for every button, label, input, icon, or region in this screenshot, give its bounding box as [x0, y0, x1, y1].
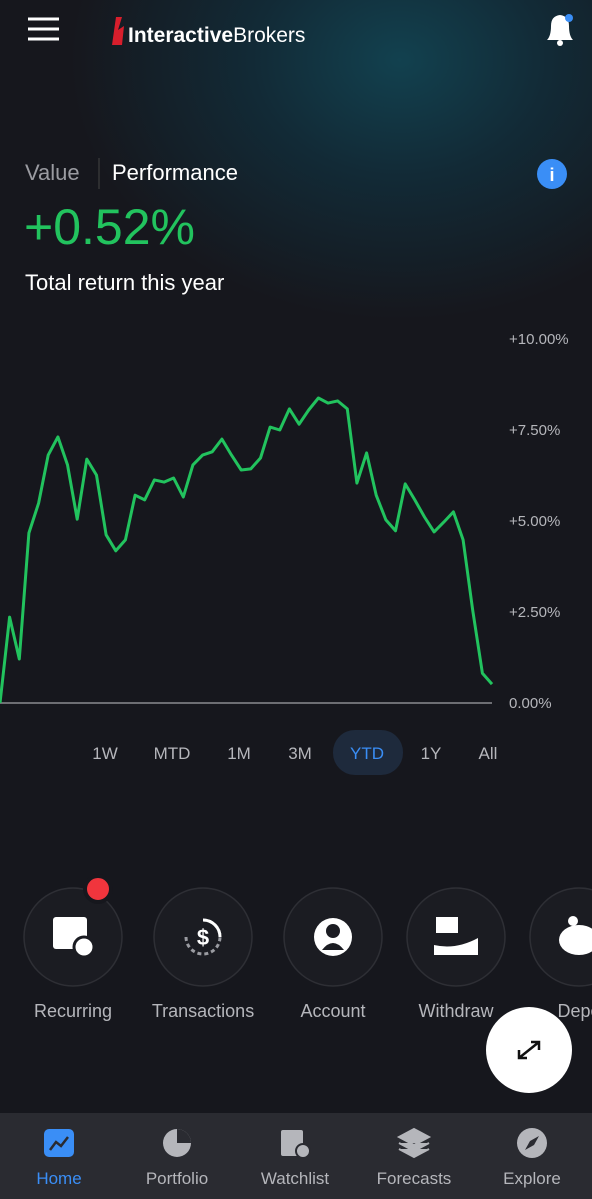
action-label: Transactions: [152, 1001, 254, 1021]
brand-name: InteractiveBrokers: [128, 24, 305, 47]
action-button[interactable]: Account: [283, 887, 383, 1021]
action-icon: $: [184, 918, 222, 956]
brand-bold: Interactive: [128, 24, 233, 47]
y-tick-label: 0.00%: [509, 695, 552, 712]
return-value: +0.52%: [24, 199, 195, 255]
range-selected-pill: [333, 730, 403, 775]
action-button[interactable]: $ Transactions: [152, 887, 254, 1021]
action-label: Depo: [557, 1001, 592, 1021]
action-icon: [53, 917, 96, 959]
nav-icon: [44, 1129, 74, 1157]
action-circle: [406, 887, 506, 987]
svg-text:$: $: [197, 925, 209, 950]
range-tab[interactable]: 1Y: [421, 744, 442, 763]
y-tick-label: +2.50%: [509, 604, 560, 621]
actions: Recurring $ Transactions Account Withdraw Dep…: [23, 887, 592, 1021]
range-tab[interactable]: MTD: [154, 744, 191, 763]
bottom-nav: Home Portfolio Watchlist Forecasts Explore: [36, 1127, 561, 1188]
range-tab[interactable]: All: [479, 744, 498, 763]
y-tick-label: +7.50%: [509, 422, 560, 439]
nav-item[interactable]: Portfolio: [146, 1129, 208, 1188]
menu-button[interactable]: [28, 17, 59, 41]
y-tick-label: +5.00%: [509, 513, 560, 530]
nav-icon: [281, 1130, 311, 1159]
nav-icon: [396, 1127, 432, 1159]
action-icon: [559, 916, 592, 955]
nav-label: Home: [36, 1169, 81, 1188]
info-button[interactable]: i: [537, 159, 567, 189]
nav-item[interactable]: Watchlist: [261, 1130, 330, 1188]
nav-icon: [163, 1129, 191, 1157]
badge: [83, 874, 113, 904]
notification-bell[interactable]: [547, 14, 573, 46]
return-caption: Total return this year: [25, 270, 225, 295]
action-label: Withdraw: [418, 1001, 494, 1021]
brand-rest: Brokers: [233, 24, 305, 47]
range-tab[interactable]: 1W: [92, 744, 118, 763]
value-tab[interactable]: Value: [25, 160, 80, 185]
action-circle: [153, 887, 253, 987]
nav-icon: [517, 1128, 547, 1158]
performance-line: [0, 396, 494, 704]
action-button[interactable]: Recurring: [23, 887, 123, 1021]
nav-item[interactable]: Forecasts: [377, 1127, 452, 1188]
nav-item[interactable]: Home: [36, 1129, 82, 1188]
nav-label: Forecasts: [377, 1169, 452, 1188]
performance-tab[interactable]: Performance: [112, 160, 238, 185]
action-label: Account: [300, 1001, 365, 1021]
nav-label: Portfolio: [146, 1169, 208, 1188]
svg-text:i: i: [549, 165, 554, 185]
expand-fab[interactable]: [486, 1007, 572, 1093]
action-button[interactable]: Depo: [529, 887, 592, 1021]
action-icon: [434, 917, 478, 955]
background-glow: [0, 0, 592, 420]
nav-item[interactable]: Explore: [503, 1128, 561, 1188]
range-tab[interactable]: 3M: [288, 744, 312, 763]
chart: 0.00% +2.50% +5.00% +7.50% +10.00%: [0, 331, 569, 712]
range-tab[interactable]: YTD: [350, 744, 384, 763]
brand-logo: [112, 17, 124, 45]
range-tab[interactable]: 1M: [227, 744, 251, 763]
action-label: Recurring: [34, 1001, 112, 1021]
nav-label: Watchlist: [261, 1169, 330, 1188]
y-tick-label: +10.00%: [509, 331, 569, 348]
action-button[interactable]: Withdraw: [406, 887, 506, 1021]
action-icon: [314, 918, 352, 956]
nav-label: Explore: [503, 1169, 561, 1188]
